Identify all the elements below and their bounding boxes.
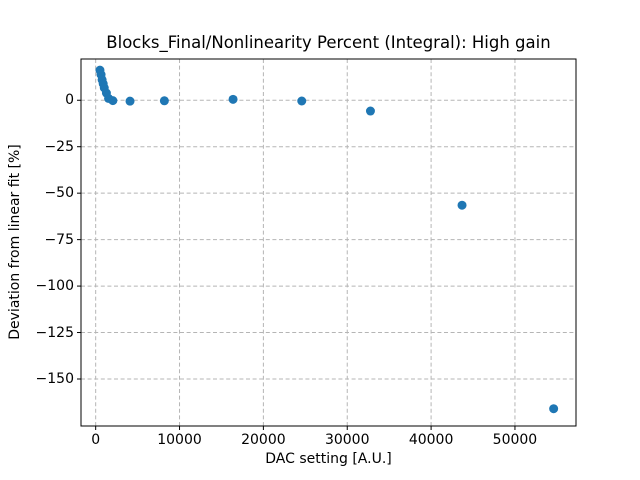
y-tick-label: −150	[35, 370, 74, 387]
x-tick-label: 0	[91, 432, 101, 448]
data-point	[125, 96, 135, 106]
data-point	[108, 96, 118, 106]
data-point	[457, 200, 467, 210]
y-tick-label: −25	[44, 138, 74, 155]
chart-title: Blocks_Final/Nonlinearity Percent (Integ…	[106, 33, 551, 52]
data-point	[549, 404, 559, 414]
y-tick-label: 0	[65, 92, 74, 109]
y-tick-label: −75	[44, 231, 74, 248]
x-tick-label: 30000	[324, 432, 370, 448]
data-point	[159, 96, 169, 106]
y-tick-label: −50	[44, 185, 74, 202]
x-tick-label: 40000	[408, 432, 454, 448]
data-point	[228, 94, 238, 104]
axes-spines	[80, 58, 577, 427]
x-tick-label: 20000	[241, 432, 286, 448]
x-tick-label: 10000	[157, 432, 202, 448]
x-tick-label: 50000	[492, 432, 538, 448]
y-tick-label: −100	[35, 278, 74, 295]
data-point	[297, 96, 307, 106]
y-tick-label: −125	[35, 324, 74, 341]
y-axis-label: Deviation from linear fit [%]	[7, 144, 23, 340]
data-point	[365, 106, 375, 116]
x-axis-label: DAC setting [A.U.]	[265, 451, 392, 467]
